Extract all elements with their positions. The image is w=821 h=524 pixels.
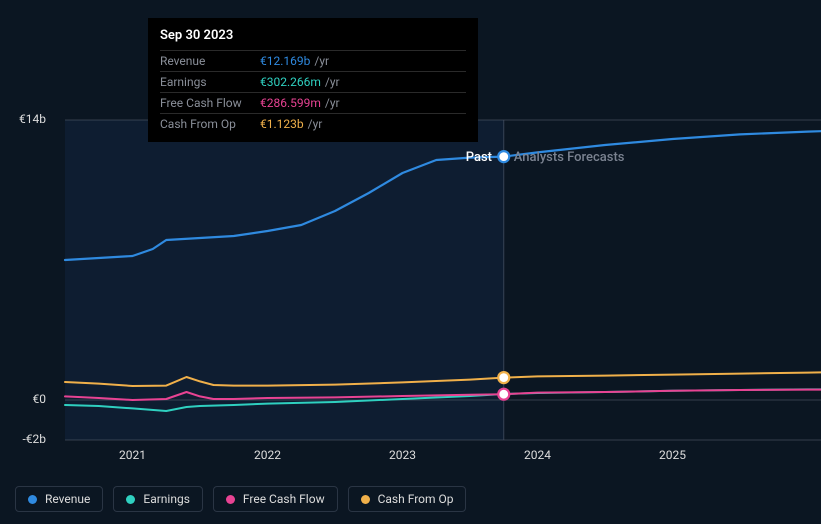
tooltip-row: Free Cash Flow€286.599m/yr — [160, 92, 466, 113]
y-tick-label: -€2b — [22, 432, 46, 446]
legend-item-free-cash-flow[interactable]: Free Cash Flow — [213, 486, 338, 512]
x-tick-label: 2025 — [659, 448, 686, 462]
tooltip-row: Earnings€302.266m/yr — [160, 71, 466, 92]
legend-item-revenue[interactable]: Revenue — [15, 486, 103, 512]
legend-dot-icon — [361, 495, 370, 504]
tooltip-metric-label: Free Cash Flow — [160, 94, 260, 112]
legend: Revenue Earnings Free Cash Flow Cash From O… — [15, 486, 466, 512]
tooltip-metric-value: €286.599m — [260, 94, 321, 112]
tooltip-metric-value: €12.169b — [260, 52, 310, 70]
tooltip-metric-unit: /yr — [325, 73, 340, 91]
legend-dot-icon — [126, 495, 135, 504]
x-tick-label: 2023 — [389, 448, 416, 462]
tooltip-metric-label: Cash From Op — [160, 115, 260, 133]
tooltip-date: Sep 30 2023 — [160, 26, 466, 46]
legend-label: Revenue — [45, 492, 90, 506]
legend-dot-icon — [28, 495, 37, 504]
tooltip-metric-unit: /yr — [325, 94, 340, 112]
hover-tooltip: Sep 30 2023 Revenue€12.169b/yrEarnings€3… — [148, 18, 478, 142]
legend-item-earnings[interactable]: Earnings — [113, 486, 203, 512]
past-region-label: Past — [466, 150, 492, 165]
x-tick-label: 2022 — [254, 448, 281, 462]
x-tick-label: 2024 — [524, 448, 551, 462]
y-tick-label: €0 — [33, 392, 47, 406]
legend-label: Earnings — [143, 492, 190, 506]
tooltip-metric-value: €1.123b — [260, 115, 304, 133]
legend-label: Cash From Op — [378, 492, 454, 506]
tooltip-metric-unit: /yr — [314, 52, 329, 70]
tooltip-row: Cash From Op€1.123b/yr — [160, 113, 466, 134]
tooltip-metric-label: Earnings — [160, 73, 260, 91]
x-tick-label: 2021 — [119, 448, 146, 462]
legend-item-cash-from-op[interactable]: Cash From Op — [348, 486, 467, 512]
tooltip-metric-unit: /yr — [308, 115, 323, 133]
tooltip-metric-label: Revenue — [160, 52, 260, 70]
tooltip-row: Revenue€12.169b/yr — [160, 50, 466, 71]
forecast-region-label: Analysts Forecasts — [514, 150, 625, 165]
legend-dot-icon — [226, 495, 235, 504]
legend-label: Free Cash Flow — [243, 492, 325, 506]
y-tick-label: €14b — [19, 112, 46, 126]
tooltip-metric-value: €302.266m — [260, 73, 321, 91]
